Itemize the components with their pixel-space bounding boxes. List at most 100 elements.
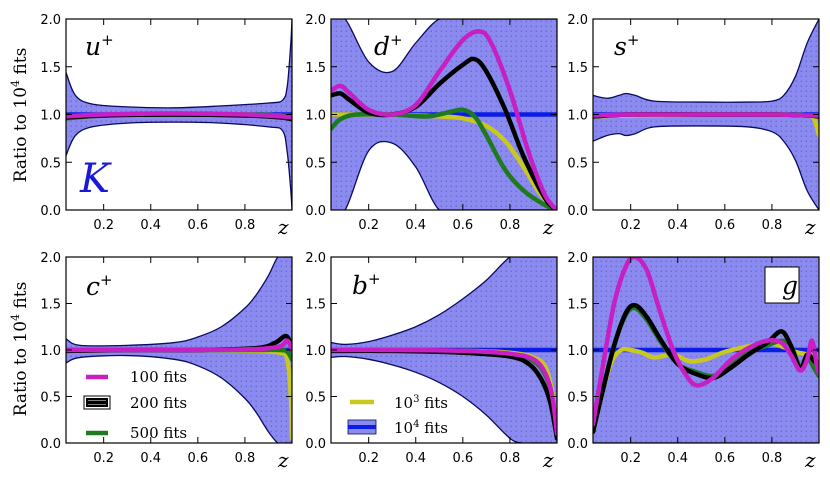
x-tick-label: 0.6 bbox=[452, 451, 473, 466]
y-tick-label: 1.0 bbox=[40, 344, 61, 359]
panel-g: 0.2 0.4 0.6 0.8 0.0 0.5 1.0 1.5 2.0 z g bbox=[567, 251, 820, 472]
x-axis-label: z bbox=[804, 215, 816, 239]
panel-label: d+ bbox=[374, 31, 403, 61]
y-tick-label: 2.0 bbox=[305, 13, 326, 28]
panels: 0.2 0.4 0.6 0.80.00.51.01.52.0zu+0.2 0.4 0.6 0… bbox=[40, 13, 820, 472]
y-tick-label: 1.0 bbox=[40, 109, 61, 124]
band-lower-edge bbox=[66, 121, 292, 210]
x-axis-label: z bbox=[277, 215, 289, 239]
svg-text:100 fits: 100 fits bbox=[130, 368, 187, 386]
x-tick-label: 0.8 bbox=[500, 218, 521, 233]
band-lower-edge bbox=[593, 125, 819, 210]
series-100-fits bbox=[331, 29, 557, 210]
y-tick-label: 1.5 bbox=[567, 298, 588, 313]
series-100-fits bbox=[593, 257, 819, 427]
panel-label-box bbox=[764, 266, 800, 304]
x-tick-label: 0.8 bbox=[762, 218, 783, 233]
y-tick-label: 0.0 bbox=[40, 437, 61, 452]
legend: 100 fits 200 fits 500 fits 103 fits 104 … bbox=[83, 368, 448, 442]
panel-d-plus: 0.2 0.4 0.6 0.8 0.0 0.5 1.0 1.5 2.0 z d+ bbox=[305, 13, 558, 239]
band-lower-edge bbox=[331, 140, 557, 210]
legend-item-100-fits: 100 fits bbox=[86, 368, 187, 386]
x-tick-label: 0.2 bbox=[620, 451, 641, 466]
y-tick-label: 2.0 bbox=[305, 251, 326, 266]
legend-item-1000-fits: 103 fits bbox=[350, 394, 448, 412]
svg-text:103 fits: 103 fits bbox=[394, 394, 448, 412]
y-tick-label: 0.0 bbox=[305, 437, 326, 452]
y-axis-label-bottom: Ratio to 104 fits bbox=[9, 282, 31, 417]
y-tick-label: 0.0 bbox=[305, 204, 326, 219]
y-tick-label: 0.5 bbox=[305, 391, 326, 406]
y-tick-label: 0.5 bbox=[567, 391, 588, 406]
x-tick-label: 0.2 bbox=[358, 451, 379, 466]
svg-text:104 fits: 104 fits bbox=[394, 419, 448, 437]
band-lower-edge bbox=[66, 354, 292, 443]
x-tick-label: 0.2 bbox=[620, 218, 641, 233]
x-tick-label: 0.6 bbox=[714, 451, 735, 466]
x-tick-label: 0.4 bbox=[667, 451, 688, 466]
y-tick-label: 1.0 bbox=[305, 344, 326, 359]
y-tick-label: 0.5 bbox=[40, 156, 61, 171]
series-100-fits bbox=[66, 338, 292, 353]
x-tick-label: 0.8 bbox=[235, 218, 256, 233]
x-tick-label: 0.6 bbox=[452, 218, 473, 233]
x-tick-label: 0.4 bbox=[405, 451, 426, 466]
x-tick-label: 0.8 bbox=[762, 451, 783, 466]
x-tick-label: 0.4 bbox=[140, 218, 161, 233]
series-200-fits bbox=[331, 56, 557, 210]
band-upper-edge bbox=[331, 19, 557, 74]
x-axis-label: z bbox=[277, 448, 289, 472]
y-tick-label: 0.5 bbox=[40, 391, 61, 406]
band-upper-edge bbox=[331, 257, 557, 346]
legend-item-500-fits: 500 fits bbox=[86, 424, 187, 442]
x-axis-label: z bbox=[542, 448, 554, 472]
svg-text:500 fits: 500 fits bbox=[130, 424, 187, 442]
y-tick-label: 1.5 bbox=[567, 61, 588, 76]
y-tick-label: 2.0 bbox=[40, 13, 61, 28]
x-tick-label: 0.2 bbox=[93, 451, 114, 466]
y-tick-label: 1.5 bbox=[40, 298, 61, 313]
y-tick-label: 1.0 bbox=[567, 109, 588, 124]
x-axis-label: z bbox=[804, 448, 816, 472]
y-tick-label: 0.0 bbox=[567, 437, 588, 452]
y-tick-label: 1.5 bbox=[40, 61, 61, 76]
panel-label: s+ bbox=[614, 31, 639, 61]
panel-label: b+ bbox=[352, 270, 381, 300]
y-tick-label: 1.5 bbox=[305, 61, 326, 76]
series-100-fits bbox=[331, 347, 557, 436]
y-tick-label: 2.0 bbox=[567, 13, 588, 28]
y-tick-label: 2.0 bbox=[40, 251, 61, 266]
y-axis-label-top: Ratio to 104 fits bbox=[9, 48, 31, 183]
y-tick-label: 1.0 bbox=[305, 109, 326, 124]
x-tick-label: 0.8 bbox=[500, 451, 521, 466]
band-lower-edge bbox=[331, 355, 557, 443]
band-upper-edge bbox=[66, 19, 292, 109]
x-tick-label: 0.4 bbox=[405, 218, 426, 233]
panel-s-plus: 0.2 0.4 0.6 0.8 0.0 0.5 1.0 1.5 2.0 z s+ bbox=[567, 13, 820, 239]
panel-c-plus: 0.2 0.4 0.6 0.8 0.0 0.5 1.0 1.5 2.0 z c+ bbox=[40, 251, 293, 472]
legend-item-10000-fits: 104 fits bbox=[347, 419, 448, 437]
hadron-label: K bbox=[79, 156, 112, 202]
legend-item-200-fits: 200 fits bbox=[83, 394, 187, 412]
x-axis-label: z bbox=[542, 215, 554, 239]
x-tick-label: 0.6 bbox=[187, 451, 208, 466]
x-tick-label: 0.4 bbox=[140, 451, 161, 466]
y-tick-label: 1.0 bbox=[567, 344, 588, 359]
x-tick-label: 0.8 bbox=[235, 451, 256, 466]
series-500-fits bbox=[331, 107, 557, 210]
x-tick-label: 0.2 bbox=[93, 218, 114, 233]
panel-label: g bbox=[782, 271, 798, 300]
x-tick-label: 0.2 bbox=[358, 218, 379, 233]
y-tick-label: 2.0 bbox=[567, 251, 588, 266]
band-upper-edge bbox=[66, 257, 292, 347]
panel-u-plus: 0.2 0.4 0.6 0.8 0.0 0.5 1.0 1.5 2.0 z u+ bbox=[40, 13, 293, 239]
y-tick-label: 0.0 bbox=[567, 204, 588, 219]
y-tick-label: 0.5 bbox=[567, 156, 588, 171]
series-100-fits bbox=[593, 112, 819, 118]
y-tick-label: 0.0 bbox=[40, 204, 61, 219]
y-tick-label: 0.5 bbox=[305, 156, 326, 171]
panel-label: c+ bbox=[86, 271, 113, 301]
svg-text:200 fits: 200 fits bbox=[130, 394, 187, 412]
panel-label: u+ bbox=[85, 31, 114, 61]
